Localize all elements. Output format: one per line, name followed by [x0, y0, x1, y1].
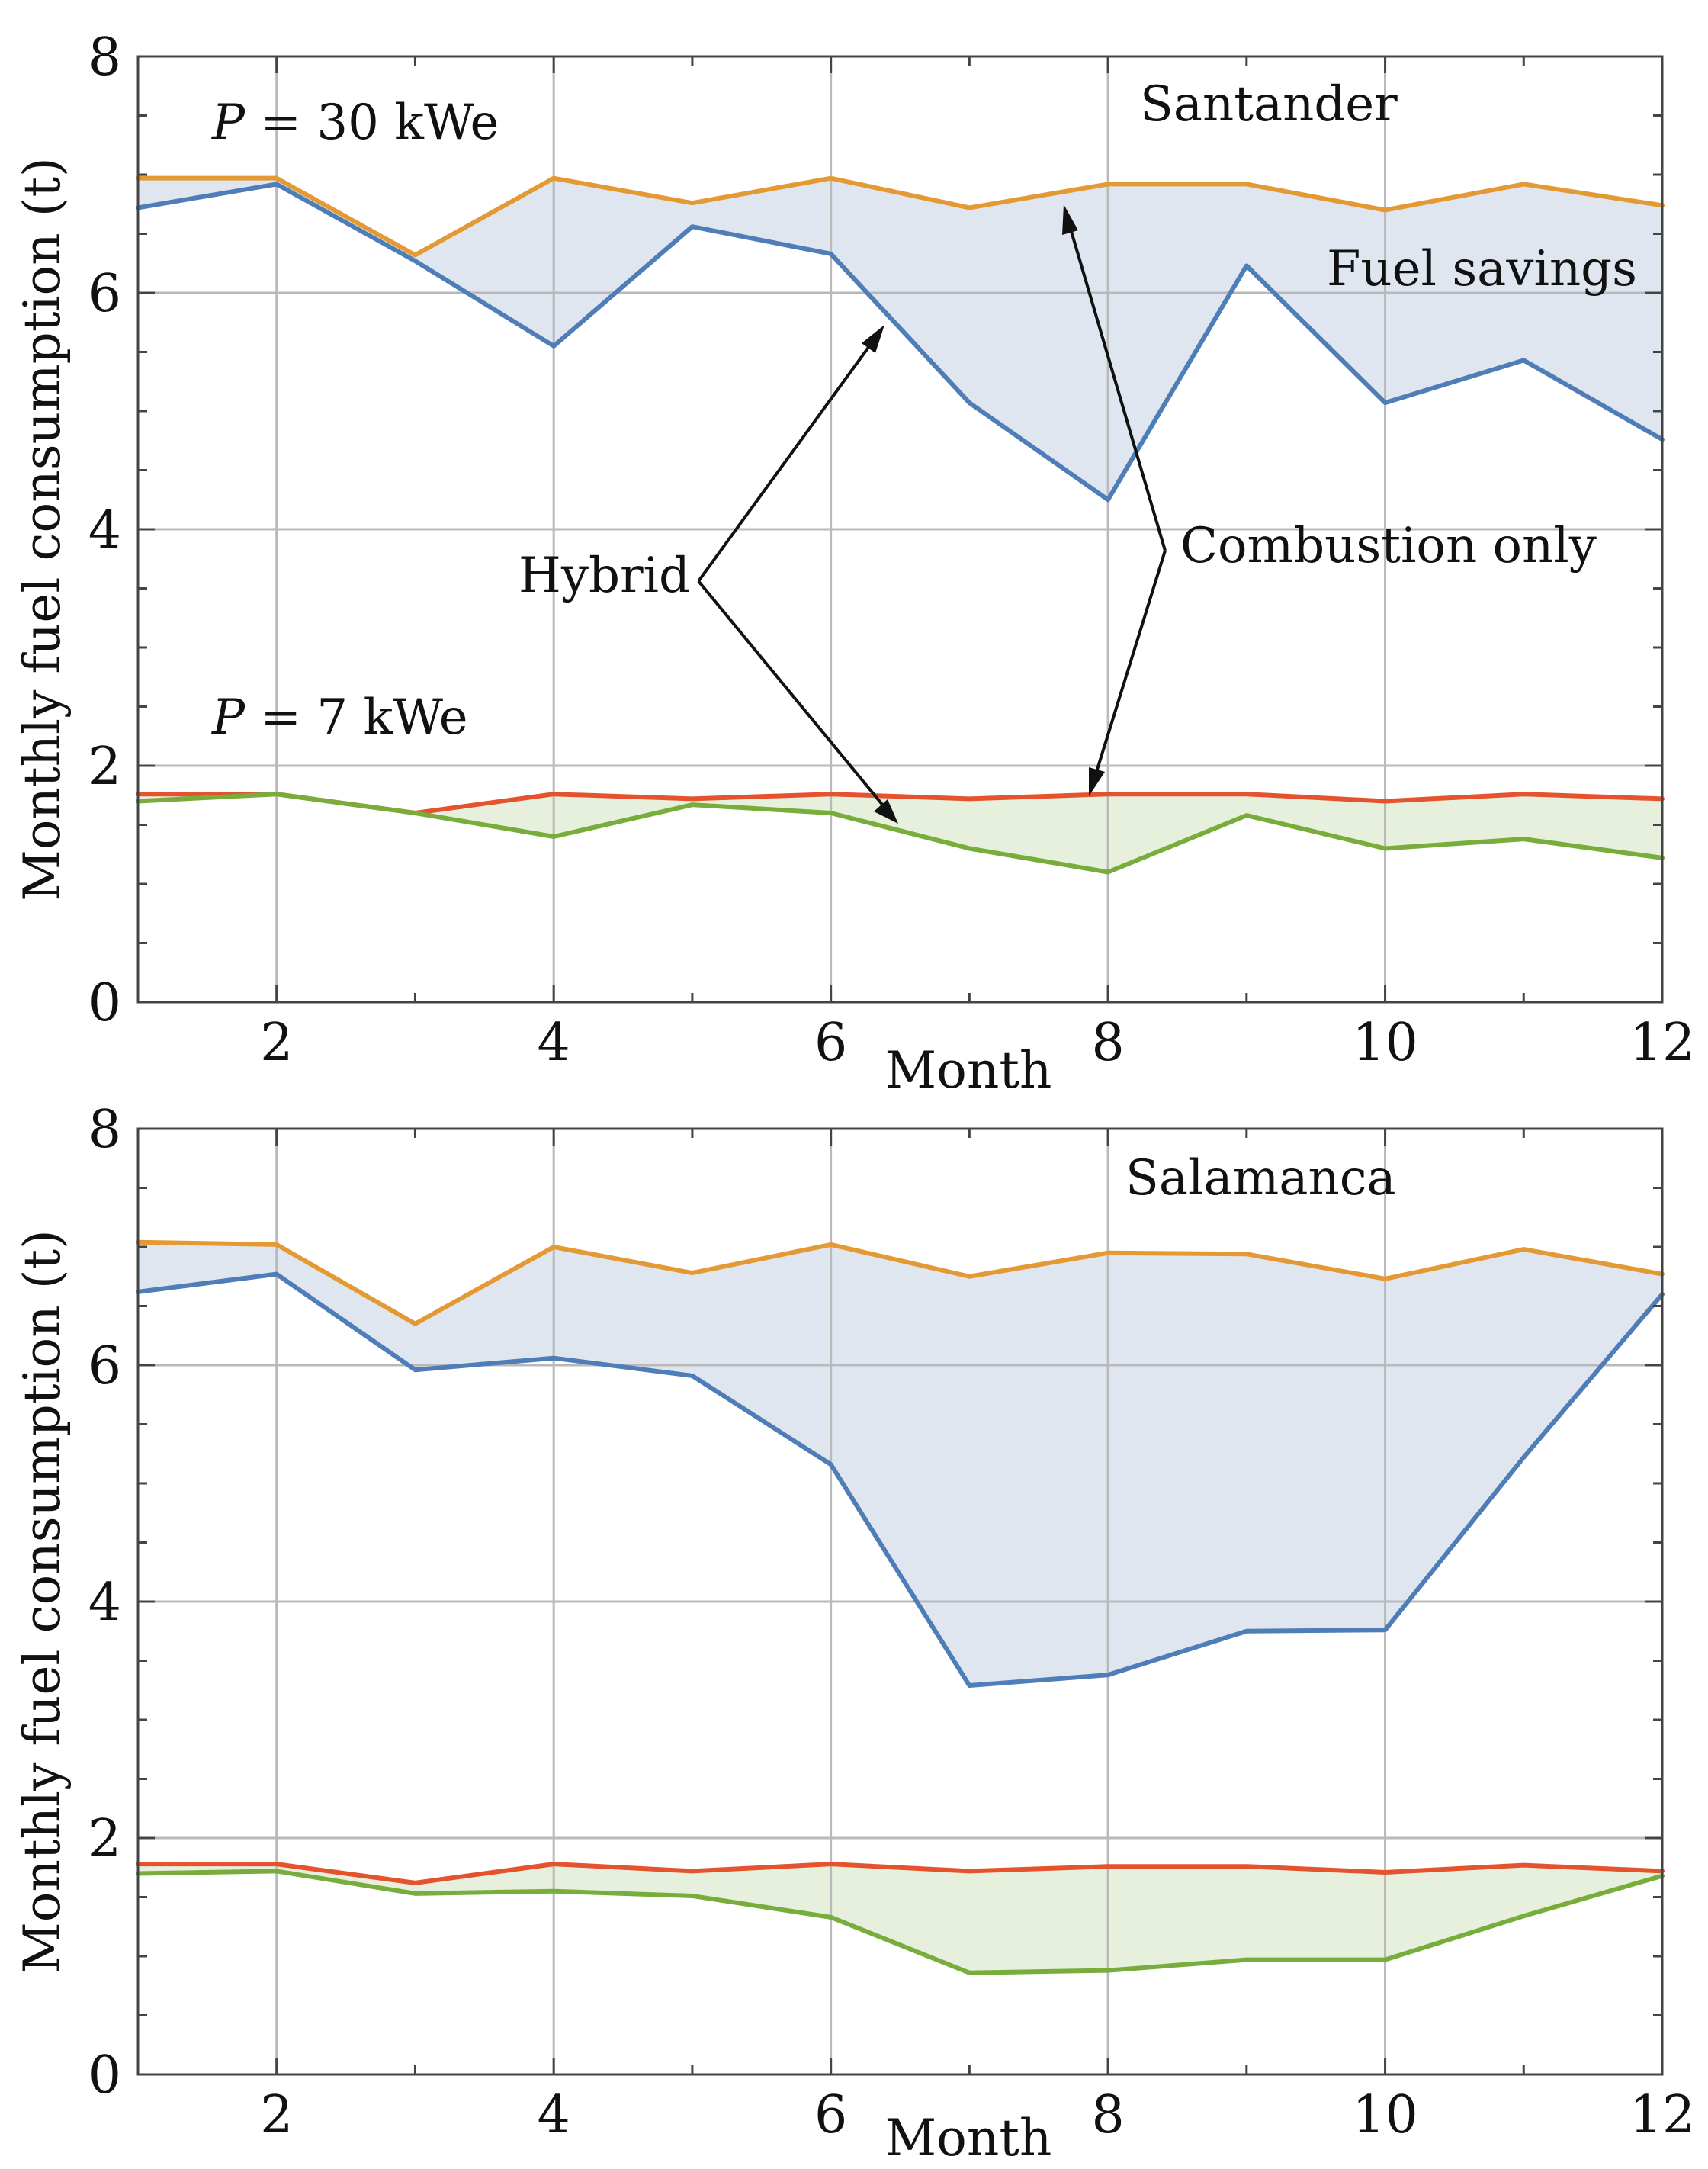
- savings-fill-2: [138, 794, 1662, 872]
- y-tick-label-2: 2: [88, 737, 121, 797]
- combustion-arrow-lower: [1095, 550, 1167, 773]
- y-axis-title: Monthly fuel consumption (t): [13, 157, 72, 901]
- combustion-only-label: Combustion only: [1180, 518, 1597, 574]
- x-tick-label-4: 4: [538, 2085, 570, 2145]
- x-tick-label-2: 2: [260, 2085, 293, 2145]
- x-tick-label-10: 10: [1352, 1013, 1418, 1073]
- plot-frame: [136, 1127, 1664, 2076]
- fills-layer: [138, 178, 1662, 872]
- hybrid-arrowhead-lower: [874, 799, 898, 824]
- x-tick-label-10: 10: [1352, 2085, 1418, 2145]
- series-line-combustion-only-p-30-kwe: [136, 175, 1665, 258]
- x-tick-label-6: 6: [814, 2085, 847, 2145]
- y-tick-label-0: 0: [88, 2045, 121, 2106]
- chart-panel-santander: 2 4 6 8 10 12 0 2 4 6 8 Month Monthly fuel consump…: [13, 27, 1695, 1100]
- tick-labels-layer: 2 4 6 8 10 12 0 2 4 6 8: [88, 1100, 1696, 2145]
- fuel-savings-label: Fuel savings: [1327, 241, 1637, 297]
- grid-layer: [138, 56, 1662, 1002]
- y-tick-label-6: 6: [88, 264, 121, 324]
- y-tick-label-8: 8: [88, 27, 121, 88]
- series-line-hybrid-p-30-kwe: [136, 182, 1665, 503]
- y-tick-label-2: 2: [88, 1809, 121, 1869]
- y-tick-label-8: 8: [88, 1100, 121, 1160]
- chart-title: Santander: [1140, 76, 1398, 133]
- x-axis-title: Month: [885, 1041, 1052, 1100]
- y-tick-label-6: 6: [88, 1336, 121, 1396]
- series-layer: [136, 1239, 1665, 1975]
- y-tick-label-4: 4: [88, 500, 121, 561]
- combustion-arrows: [1062, 204, 1167, 796]
- power-7-symbol: P: [211, 689, 246, 746]
- series-line-hybrid-p-7-kwe: [136, 792, 1665, 875]
- combustion-arrow-upper: [1069, 228, 1167, 551]
- x-axis-title: Month: [885, 2109, 1052, 2167]
- series-line-hybrid-p-7-kwe: [136, 1869, 1665, 1975]
- power-7-value: = 7 kWe: [245, 689, 468, 746]
- series-layer: [136, 175, 1665, 875]
- combustion-arrowhead-lower: [1089, 767, 1105, 796]
- power-30-value: = 30 kWe: [245, 95, 499, 151]
- savings-fill-1: [138, 1242, 1662, 1686]
- x-tick-label-6: 6: [814, 1013, 847, 1073]
- hybrid-label: Hybrid: [518, 548, 690, 604]
- power-30-symbol: P: [211, 95, 246, 151]
- chart-title: Salamanca: [1125, 1150, 1396, 1207]
- series-line-combustion-only-p-30-kwe: [136, 1239, 1665, 1326]
- series-line-hybrid-p-30-kwe: [136, 1271, 1665, 1689]
- chart-panel-salamanca: 2 4 6 8 10 12 0 2 4 6 8 Month Monthly fuel consump…: [13, 1100, 1695, 2167]
- x-tick-label-8: 8: [1091, 2085, 1124, 2145]
- x-tick-label-4: 4: [538, 1013, 570, 1073]
- power-30-label: P = 30 kWe: [211, 95, 499, 151]
- y-axis-title: Monthly fuel consumption (t): [13, 1229, 72, 1974]
- plot-frame: [136, 55, 1664, 1004]
- hybrid-arrows: [697, 325, 898, 824]
- series-line-combustion-only-p-7-kwe: [136, 1862, 1665, 1885]
- combustion-arrowhead-upper: [1062, 204, 1078, 235]
- x-tick-label-12: 12: [1629, 2085, 1696, 2145]
- x-tick-label-8: 8: [1091, 1013, 1124, 1073]
- hybrid-arrowhead-upper: [862, 325, 884, 353]
- x-tick-label-2: 2: [260, 1013, 293, 1073]
- x-tick-label-12: 12: [1629, 1013, 1696, 1073]
- power-7-label: P = 7 kWe: [211, 689, 468, 746]
- hybrid-arrow-upper: [697, 345, 871, 583]
- y-tick-label-4: 4: [88, 1573, 121, 1633]
- y-tick-label-0: 0: [88, 973, 121, 1033]
- hybrid-arrow-lower: [697, 580, 884, 807]
- savings-fill-1: [138, 178, 1662, 500]
- tick-labels-layer: 2 4 6 8 10 12 0 2 4 6 8: [88, 27, 1696, 1073]
